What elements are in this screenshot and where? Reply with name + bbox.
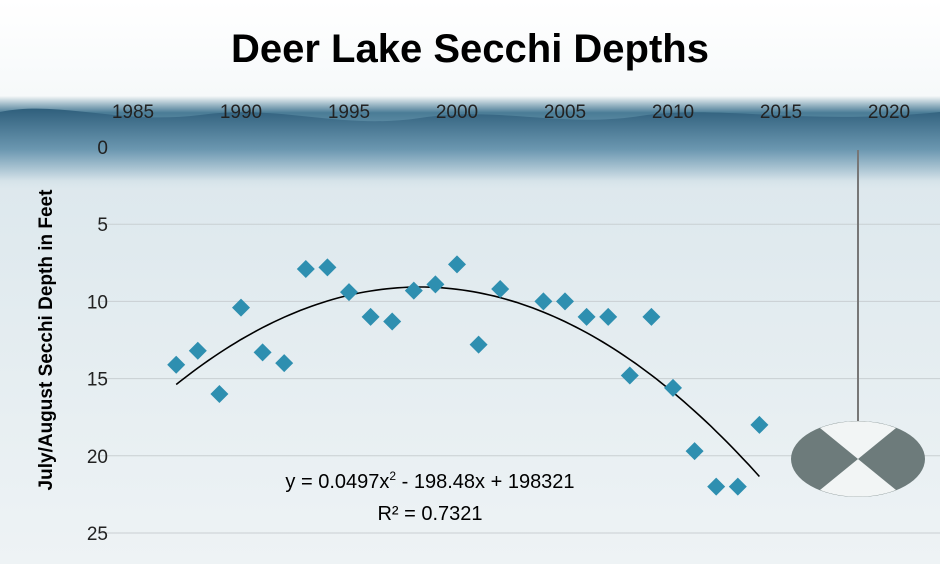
x-tick-label: 2005 — [544, 102, 586, 123]
r-squared: R² = 0.7321 — [377, 503, 482, 525]
data-point — [534, 292, 553, 311]
data-point — [210, 385, 229, 404]
data-point — [426, 275, 445, 294]
data-point — [167, 355, 186, 374]
data-point — [599, 307, 618, 326]
y-tick-label: 5 — [97, 215, 108, 236]
data-point — [296, 259, 315, 278]
data-point — [491, 280, 510, 299]
x-tick-label: 2015 — [760, 102, 802, 123]
x-tick-label: 2000 — [436, 102, 478, 123]
water-surface — [0, 108, 940, 190]
x-tick-label: 1985 — [112, 102, 154, 123]
data-point — [556, 292, 574, 311]
data-point — [469, 335, 488, 354]
data-point — [361, 307, 380, 326]
y-tick-label: 20 — [87, 447, 108, 468]
data-point — [318, 258, 337, 277]
secchi-disk-icon — [791, 421, 925, 497]
data-point — [232, 298, 250, 317]
y-tick-label: 10 — [87, 292, 108, 313]
data-point — [188, 341, 207, 360]
y-axis-label: July/August Secchi Depth in Feet — [36, 189, 57, 491]
data-point — [728, 477, 747, 496]
data-point — [750, 415, 769, 434]
data-point — [275, 354, 294, 373]
data-point — [383, 312, 402, 331]
data-point — [253, 343, 272, 362]
data-point — [448, 255, 466, 274]
data-point — [707, 477, 726, 496]
y-tick-label: 15 — [87, 370, 108, 391]
data-point — [404, 281, 423, 300]
data-point — [340, 283, 358, 302]
x-tick-label: 1995 — [328, 102, 370, 123]
y-tick-label: 0 — [97, 138, 108, 159]
trendline-equation: y = 0.0497x2 - 198.48x + 198321 — [285, 469, 574, 493]
chart-title: Deer Lake Secchi Depths — [231, 27, 709, 71]
data-point — [620, 366, 639, 385]
y-tick-label: 25 — [87, 524, 108, 545]
x-tick-label: 2020 — [868, 102, 910, 123]
trendline — [175, 286, 760, 478]
x-tick-label: 2010 — [652, 102, 694, 123]
x-tick-label: 1990 — [220, 102, 262, 123]
data-point — [577, 307, 596, 326]
data-point — [685, 442, 704, 461]
data-point — [642, 307, 661, 326]
data-point — [664, 378, 682, 397]
